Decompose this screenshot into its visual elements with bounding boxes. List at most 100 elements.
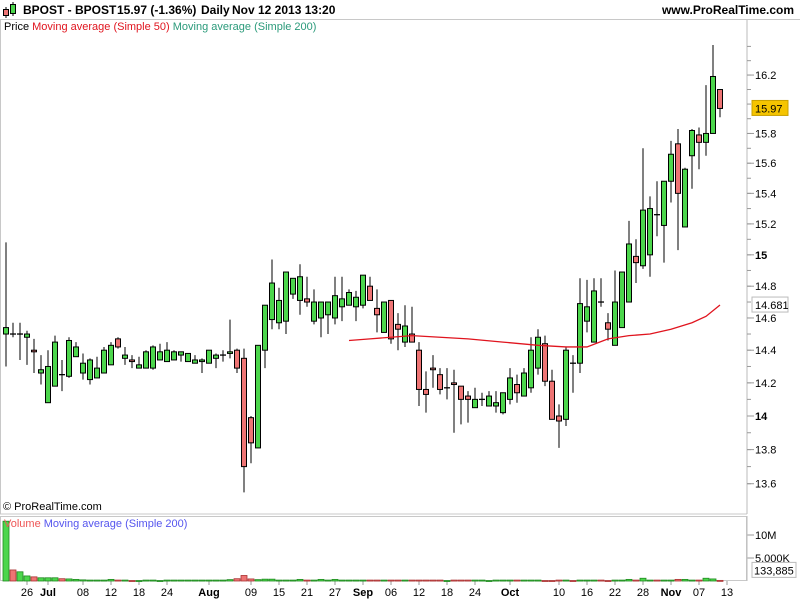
price-legend: Price Moving average (Simple 50) Moving …: [4, 21, 316, 33]
ma50-line: [348, 304, 721, 348]
candle: [59, 359, 65, 392]
volume-bar: [716, 579, 724, 582]
volume-bar: [401, 579, 409, 582]
candle: [381, 301, 387, 333]
candle: [367, 276, 373, 301]
candle: [423, 371, 429, 413]
volume-bar: [219, 579, 227, 582]
date-tick-label: 21: [301, 587, 313, 599]
candle: [143, 350, 149, 369]
volume-bar: [226, 579, 234, 582]
candle-body: [66, 339, 72, 377]
site-link[interactable]: www.ProRealTime.com: [661, 3, 794, 17]
candle: [717, 89, 723, 118]
candle: [430, 355, 436, 388]
candle-body: [297, 276, 303, 301]
chart-header: BPOST - BPOST 15.97 (-1.36%) Daily Nov 1…: [0, 0, 800, 20]
candle-body: [626, 243, 632, 303]
candle: [241, 348, 247, 493]
date-tick-label: 09: [245, 587, 257, 599]
volume-bar: [387, 579, 395, 582]
legend-ma50[interactable]: Moving average (Simple 50): [32, 21, 170, 33]
volume-bar: [632, 579, 640, 582]
price-tick-label: 15.8: [755, 128, 776, 140]
ma50-value-label: 14.681: [755, 300, 789, 312]
volume-bar: [268, 578, 276, 582]
volume-bar: [149, 579, 157, 582]
candlestick-icon: [3, 2, 16, 18]
candle: [297, 264, 303, 315]
volume-bar: [233, 578, 241, 582]
candle: [535, 329, 541, 375]
volume-bar: [359, 579, 367, 582]
price-tick-label: 15.2: [755, 219, 776, 231]
candle-body: [283, 271, 289, 322]
volume-bar: [604, 580, 612, 582]
candle: [129, 355, 135, 369]
volume-bar: [569, 580, 577, 582]
candle: [654, 181, 660, 237]
volume-bar: [23, 575, 31, 582]
legend-ma200[interactable]: Moving average (Simple 200): [172, 21, 317, 33]
volume-bar: [191, 579, 199, 582]
volume-bar: [114, 579, 122, 582]
volume-bar: [345, 579, 353, 582]
candle: [3, 242, 9, 367]
date-tick-label: 12: [413, 587, 425, 599]
candle: [80, 353, 86, 380]
candle-body: [563, 349, 569, 420]
candle: [164, 342, 170, 363]
volume-bar: [100, 579, 108, 582]
candle-body: [542, 343, 548, 382]
candle-body: [682, 168, 688, 228]
volume-bar: [485, 580, 493, 582]
candle-body: [255, 344, 261, 449]
candle-body: [304, 298, 310, 303]
volume-bar: [121, 579, 129, 582]
candle: [150, 345, 156, 370]
legend-price[interactable]: Price: [4, 21, 30, 33]
candle: [122, 346, 128, 365]
volume-bar: [702, 577, 710, 582]
legend-volume-ma200[interactable]: Moving average (Simple 200): [43, 518, 188, 530]
candle-body: [52, 341, 58, 387]
candle-body: [647, 208, 653, 256]
candle-body: [339, 298, 345, 308]
candle: [192, 355, 198, 364]
candle: [696, 127, 702, 170]
symbol-title: BPOST - BPOST: [23, 3, 117, 17]
candle: [451, 369, 457, 433]
date-tick-label: 24: [469, 587, 481, 599]
candle-body: [94, 367, 100, 379]
volume-bar: [415, 579, 423, 582]
candle: [612, 270, 618, 346]
candle-body: [472, 398, 478, 409]
candle: [108, 342, 114, 366]
volume-bar: [156, 580, 164, 582]
price-tick-label: 14.6: [755, 313, 776, 325]
datetime: Nov 12 2013 13:20: [232, 3, 336, 17]
candle-body: [73, 346, 79, 358]
candle-body: [619, 271, 625, 329]
legend-volume[interactable]: Volume: [4, 518, 41, 530]
candle-body: [171, 351, 177, 361]
candle: [416, 342, 422, 407]
candle-body: [38, 369, 44, 374]
date-tick-label: 28: [637, 587, 649, 599]
volume-bar: [247, 578, 255, 582]
last-price-label-box: [751, 99, 789, 116]
candle-body: [528, 349, 534, 389]
volume-bar: [527, 579, 535, 582]
candle-body: [549, 380, 555, 420]
candle: [332, 276, 338, 325]
candle-body: [584, 306, 590, 322]
volume-bar: [198, 579, 206, 582]
candle: [178, 351, 184, 362]
candle-body: [409, 333, 415, 343]
candle-body: [605, 322, 611, 330]
candle: [101, 346, 107, 374]
candle-body: [458, 385, 464, 400]
period[interactable]: Daily: [201, 3, 230, 17]
price-tick-label: 15.4: [755, 188, 776, 200]
